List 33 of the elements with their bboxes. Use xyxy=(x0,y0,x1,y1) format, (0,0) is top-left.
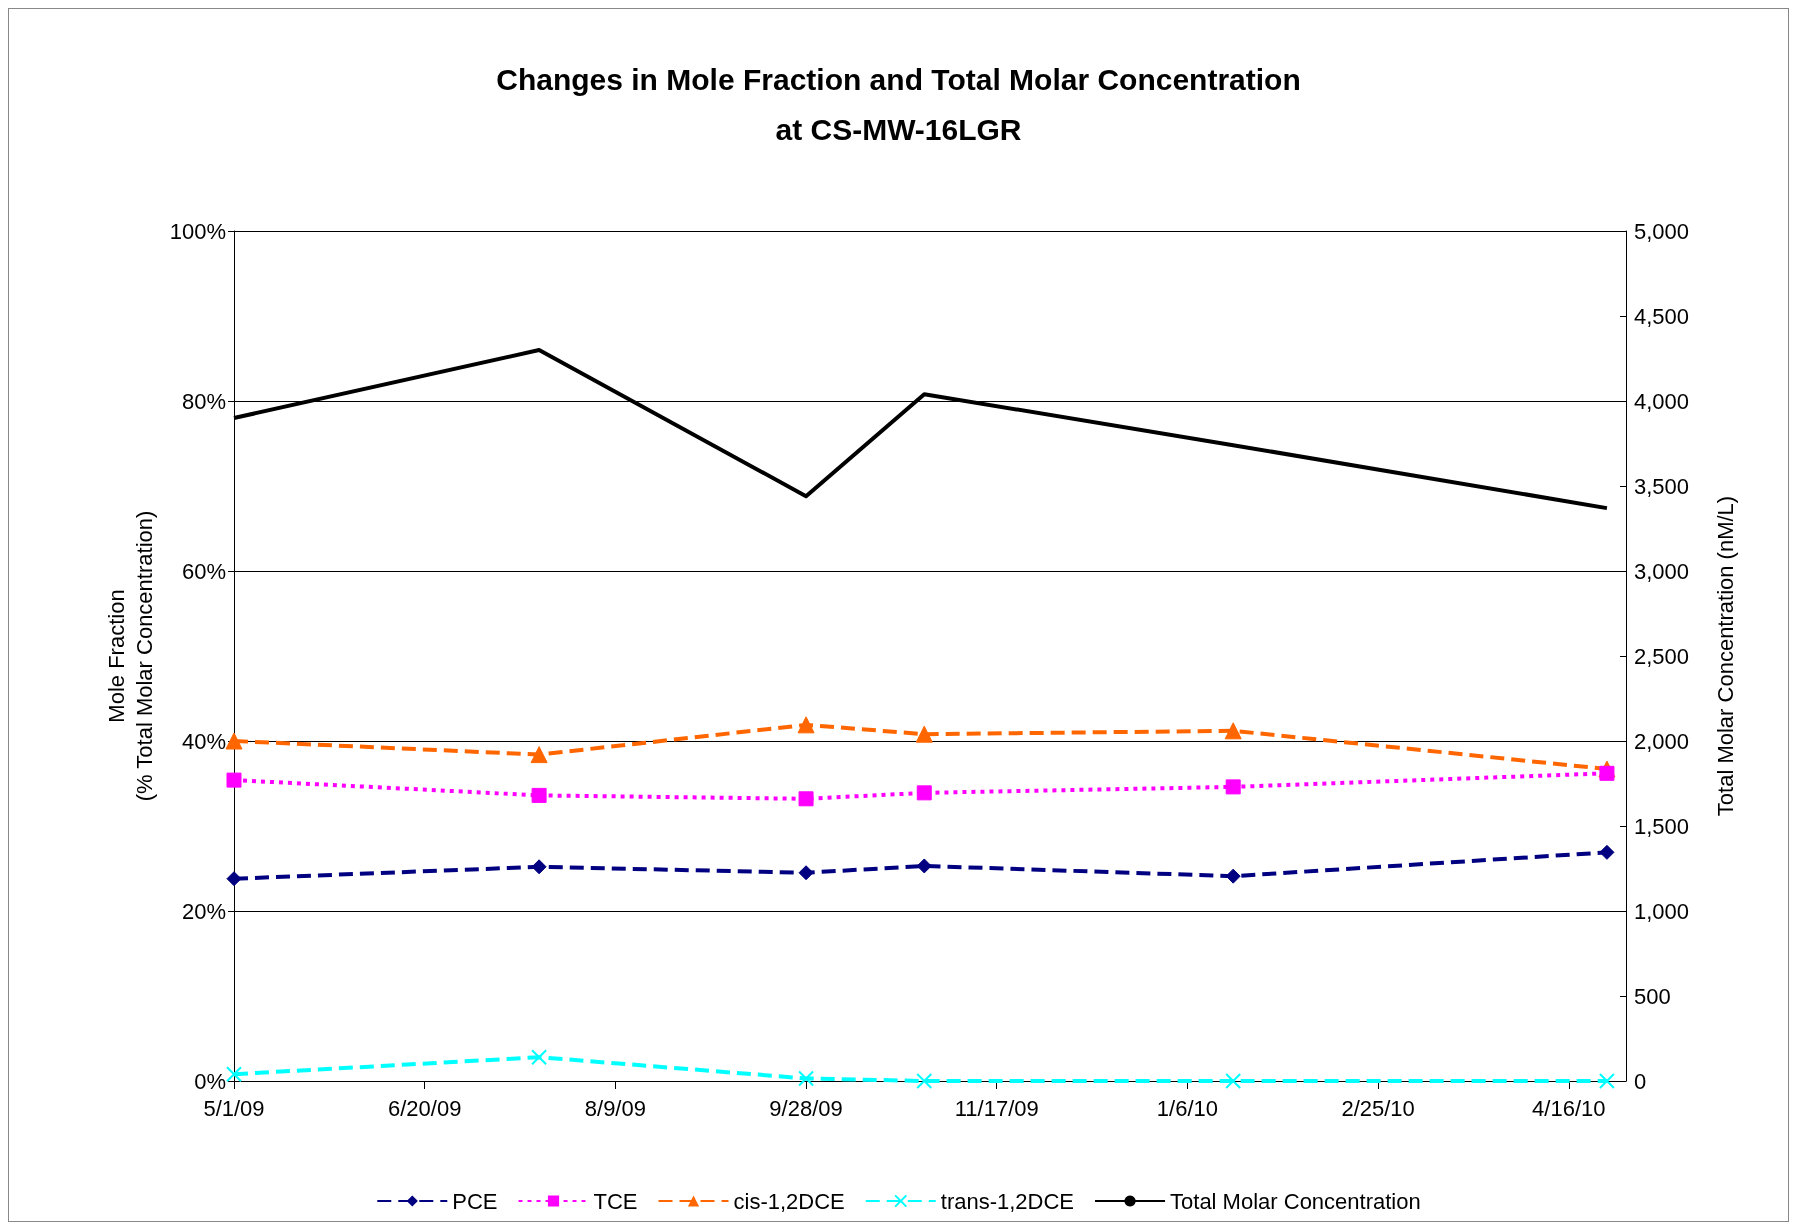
y2-tick-label: 2,000 xyxy=(1634,728,1690,754)
y2-axis-title: Total Molar Concentration (nM/L) xyxy=(1712,495,1738,817)
y2-tick-label: 1,000 xyxy=(1634,898,1690,924)
y-tick-label: 80% xyxy=(181,388,226,414)
legend-label: trans-1,2DCE xyxy=(940,1188,1075,1214)
y2-tick-label: 500 xyxy=(1634,983,1671,1009)
y2-tick-label: 5,000 xyxy=(1634,218,1690,244)
x-tick-label: 8/9/09 xyxy=(584,1095,646,1121)
y2-tick-label: 4,000 xyxy=(1634,388,1690,414)
legend-label: cis-1,2DCE xyxy=(733,1188,845,1214)
y-tick-label: 0% xyxy=(194,1068,226,1094)
x-tick-label: 4/16/10 xyxy=(1532,1095,1606,1121)
y2-tick-label: 2,500 xyxy=(1634,643,1690,669)
y2-tick-label: 1,500 xyxy=(1634,813,1690,839)
x-tick-label: 9/28/09 xyxy=(769,1095,843,1121)
y2-tick-label: 3,000 xyxy=(1634,558,1690,584)
x-tick-label: 11/17/09 xyxy=(954,1095,1039,1121)
y2-tick-label: 3,500 xyxy=(1634,473,1690,499)
y-tick-label: 100% xyxy=(169,218,226,244)
legend-label: Total Molar Concentration xyxy=(1170,1188,1421,1214)
y2-tick-label: 4,500 xyxy=(1634,303,1690,329)
x-tick-label: 1/6/10 xyxy=(1156,1095,1219,1121)
chart-title: Changes in Mole Fraction and Total Molar Concentration at CS-MW-16LGR xyxy=(496,62,1301,146)
x-tick-label: 6/20/09 xyxy=(387,1095,462,1121)
legend-label: PCE xyxy=(452,1188,498,1214)
y-tick-label: 20% xyxy=(181,898,226,924)
x-tick-label: 2/25/10 xyxy=(1341,1095,1415,1121)
y-tick-label: 40% xyxy=(181,728,226,754)
y-tick-label: 60% xyxy=(181,558,226,584)
legend-label: TCE xyxy=(593,1188,638,1214)
x-tick-label: 5/1/09 xyxy=(203,1095,265,1121)
y-axis-title: Mole Fraction (% Total Molar Concentration) xyxy=(104,510,158,802)
y2-tick-label: 0 xyxy=(1634,1068,1647,1094)
